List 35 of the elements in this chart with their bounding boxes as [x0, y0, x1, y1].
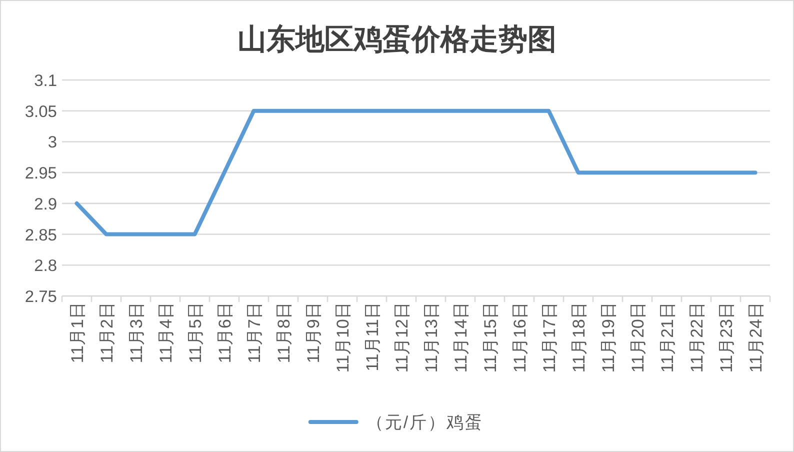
y-tick-label: 3.1	[34, 72, 57, 90]
y-tick-label: 3.05	[24, 102, 57, 121]
title: 山东地区鸡蛋价格走势图	[238, 24, 556, 56]
y-tick-label: 3	[48, 134, 57, 152]
x-tick-label: 11月6日	[215, 302, 234, 364]
x-tick-label: 11月12日	[392, 302, 412, 373]
y-tick-label: 2.75	[24, 288, 57, 306]
x-tick-label: 11月3日	[126, 302, 146, 364]
x-tick-label: 11月14日	[451, 302, 470, 373]
x-tick-label: 11月8日	[274, 302, 294, 364]
x-tick-label: 11月7日	[244, 302, 264, 364]
x-tick-label: 11月19日	[598, 302, 618, 373]
x-tick-label: 11月23日	[716, 302, 736, 373]
x-tick-label: 11月2日	[97, 302, 116, 364]
x-tick-label: 11月11日	[362, 302, 382, 372]
x-tick-label: 11月18日	[569, 302, 588, 373]
x-tick-label: 11月21日	[658, 302, 677, 373]
x-tick-label: 11月9日	[304, 302, 323, 364]
x-tick-label: 11月10日	[333, 302, 352, 373]
x-tick-label: 11月24日	[746, 302, 766, 373]
y-tick-label: 2.8	[34, 257, 57, 276]
y-tick-label: 2.9	[34, 195, 57, 214]
x-tick-label: 11月5日	[186, 302, 205, 364]
legend: （元/斤）鸡蛋	[308, 413, 484, 432]
x-tick-label: 11月15日	[480, 302, 500, 373]
y-tick-label: 2.85	[24, 226, 57, 244]
x-tick-label: 11月13日	[422, 302, 441, 373]
x-tick-label: 11月4日	[156, 302, 176, 364]
x-tick-label: 11月22日	[687, 302, 706, 373]
x-tick-label: 11月1日	[68, 302, 87, 364]
x-tick-label: 11月17日	[540, 302, 559, 373]
legend-label: （元/斤）鸡蛋	[366, 413, 484, 432]
x-tick-label: 11月16日	[510, 302, 530, 373]
x-tick-label: 11月20日	[628, 302, 648, 373]
y-tick-label: 2.95	[24, 164, 57, 183]
